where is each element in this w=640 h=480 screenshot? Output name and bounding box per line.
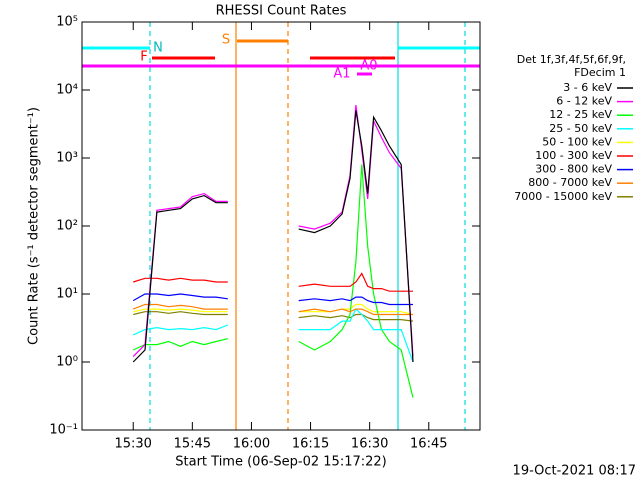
legend-label: 100 - 300 keV — [535, 149, 612, 162]
legend-label: 300 - 800 keV — [535, 163, 612, 176]
flag-label: F — [140, 50, 147, 65]
x-tick-label: 16:30 — [351, 437, 388, 452]
series-line — [132, 308, 414, 363]
y-tick-label: 10⁴ — [56, 83, 78, 98]
y-tick-label: 10² — [56, 219, 78, 234]
legend-label: 6 - 12 keV — [556, 95, 612, 108]
flag-label: N — [153, 41, 163, 56]
x-axis-label: Start Time (06-Sep-02 15:17:22) — [175, 455, 386, 470]
series-line — [132, 164, 414, 398]
legend-label: 50 - 100 keV — [542, 135, 612, 148]
y-axis-label: Count Rate (s⁻¹ detector segment⁻¹) — [27, 107, 42, 345]
y-tick-label: 10³ — [56, 151, 78, 166]
flag-label: A1 — [333, 67, 350, 82]
series-line — [133, 272, 413, 292]
flag-label: A0 — [360, 59, 377, 74]
x-tick-label: 16:15 — [292, 437, 329, 452]
legend-label: 800 - 7000 keV — [528, 176, 612, 189]
x-tick-label: 15:45 — [174, 437, 211, 452]
legend-label: 25 - 50 keV — [549, 122, 612, 135]
y-tick-label: 10⁻¹ — [49, 423, 78, 438]
legend-label: 7000 - 15000 keV — [514, 190, 612, 203]
y-tick-label: 10¹ — [56, 287, 78, 302]
y-tick-label: 10⁵ — [56, 15, 78, 30]
y-tick-label: 10⁰ — [56, 355, 78, 370]
x-tick-label: 16:00 — [233, 437, 270, 452]
x-tick-label: 15:30 — [114, 437, 151, 452]
legend-label: 12 - 25 keV — [549, 108, 612, 121]
legend-title: Det 1f,3f,4f,5f,6f,9f, — [517, 53, 626, 66]
footer: 19-Oct-2021 08:17 — [513, 464, 636, 479]
flag-label: S — [222, 33, 230, 48]
chart-title: RHESSI Count Rates — [216, 4, 347, 19]
legend-label: 3 - 6 keV — [563, 81, 612, 94]
legend-title: FDecim 1 — [574, 66, 626, 79]
series-line — [132, 110, 414, 363]
x-tick-label: 16:45 — [410, 437, 447, 452]
